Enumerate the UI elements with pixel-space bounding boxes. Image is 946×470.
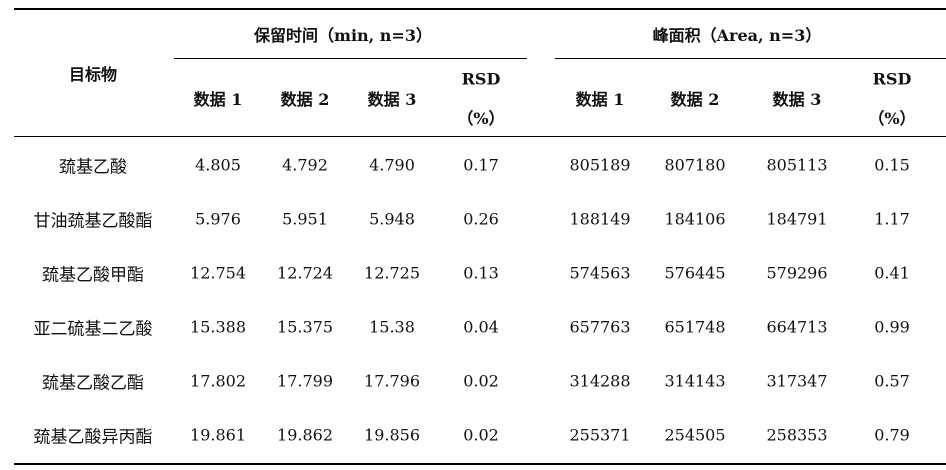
area-data2-header: 数据 2 [670,90,720,109]
retention-group-rule [174,58,527,59]
header-bottom-rule [14,136,946,137]
area-rsd-header: RSD [872,69,912,89]
area-data1-cell: 657763 [569,317,631,337]
rt-data3-cell: 5.948 [369,209,415,229]
area-data1-header: 数据 1 [575,90,625,109]
rt-rsd-cell: 0.26 [463,209,499,229]
rt-data2-cell: 19.862 [277,425,333,445]
rt-data1-cell: 4.805 [195,155,241,175]
rt-data1-cell: 15.388 [190,317,246,337]
area-data3-cell: 664713 [766,317,828,337]
area-data2-cell: 184106 [664,209,726,229]
area-rsd-cell: 0.99 [874,317,910,337]
area-data3-cell: 579296 [766,263,828,283]
target-header: 目标物 [68,65,118,84]
area-data3-cell: 184791 [766,209,828,229]
area-rsd-cell: 0.57 [874,371,910,391]
rt-data2-cell: 12.724 [277,263,333,283]
area-data1-cell: 805189 [569,155,631,175]
compound-name: 巯基乙酸 [59,157,127,178]
area-data3-cell: 258353 [766,425,828,445]
area-rsd-unit: （%） [868,109,916,128]
rt-data3-cell: 12.725 [364,263,420,283]
rt-data1-cell: 12.754 [190,263,246,283]
rt-rsd-cell: 0.17 [463,155,499,175]
table-bottom-rule [14,463,946,465]
retention-group-header: 保留时间（min, n=3） [254,26,432,45]
rt-rsd-header: RSD [461,69,501,89]
area-data1-cell: 314288 [569,371,631,391]
rt-data3-header: 数据 3 [367,90,417,109]
rt-data2-cell: 15.375 [277,317,333,337]
rt-data3-cell: 15.38 [369,317,415,337]
area-data1-cell: 188149 [569,209,631,229]
area-data3-cell: 317347 [766,371,828,391]
area-data3-header: 数据 3 [772,90,822,109]
area-data2-cell: 651748 [664,317,726,337]
area-data2-cell: 807180 [664,155,726,175]
rt-data3-cell: 19.856 [364,425,420,445]
area-data2-cell: 576445 [664,263,726,283]
rt-rsd-unit: （%） [457,109,505,128]
compound-name: 亚二硫基二乙酸 [33,319,153,340]
area-group-header: 峰面积（Area, n=3） [652,26,822,45]
area-data1-cell: 255371 [569,425,631,445]
rt-data1-cell: 19.861 [190,425,246,445]
rt-data2-cell: 4.792 [282,155,328,175]
rt-data1-cell: 5.976 [195,209,241,229]
rt-data2-header: 数据 2 [280,90,330,109]
rt-rsd-cell: 0.02 [463,425,499,445]
rt-data3-cell: 17.796 [364,371,420,391]
rt-data1-header: 数据 1 [193,90,243,109]
area-rsd-cell: 1.17 [874,209,910,229]
rt-data2-cell: 17.799 [277,371,333,391]
area-data2-cell: 254505 [664,425,726,445]
compound-name: 巯基乙酸甲酯 [42,265,144,286]
rt-data2-cell: 5.951 [282,209,328,229]
area-data2-cell: 314143 [664,371,726,391]
rt-rsd-cell: 0.13 [463,263,499,283]
area-rsd-cell: 0.15 [874,155,910,175]
area-rsd-cell: 0.79 [874,425,910,445]
rt-data3-cell: 4.790 [369,155,415,175]
compound-name: 巯基乙酸乙酯 [42,373,144,394]
compound-name: 巯基乙酸异丙酯 [33,427,153,448]
compound-name: 甘油巯基乙酸酯 [33,211,153,232]
table-top-rule [14,8,946,10]
rt-data1-cell: 17.802 [190,371,246,391]
area-rsd-cell: 0.41 [874,263,910,283]
area-group-rule [555,58,946,59]
rt-rsd-cell: 0.04 [463,317,499,337]
area-data1-cell: 574563 [569,263,631,283]
area-data3-cell: 805113 [766,155,828,175]
rt-rsd-cell: 0.02 [463,371,499,391]
